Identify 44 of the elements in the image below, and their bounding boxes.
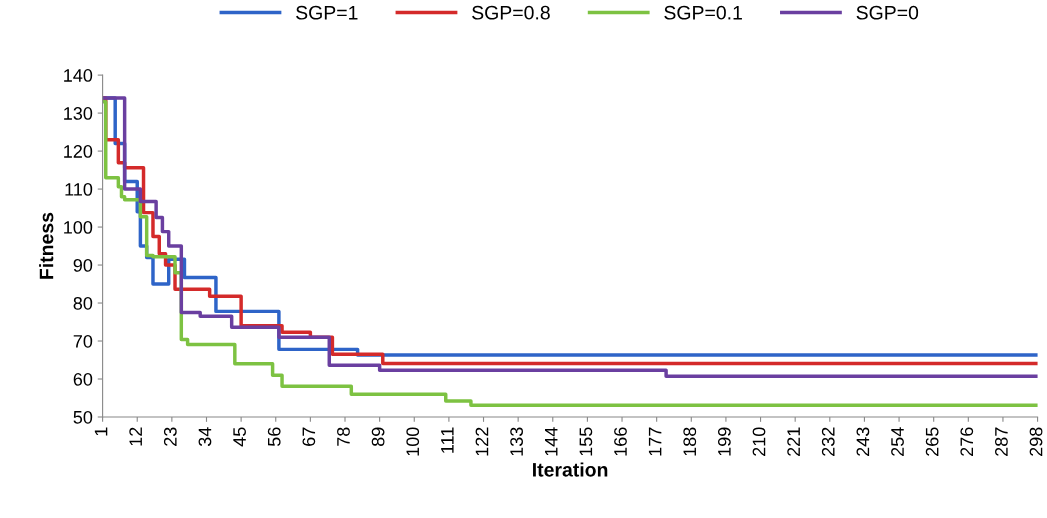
x-tick-label: 298 <box>1029 427 1043 456</box>
y-tick-label: 80 <box>73 296 93 310</box>
y-tick-label: 110 <box>65 183 93 196</box>
x-tick-label: 34 <box>198 427 212 447</box>
y-tick-label: 60 <box>73 372 93 386</box>
legend-label: SGP=1 <box>296 5 358 20</box>
y-tick-label: 70 <box>73 334 93 348</box>
x-tick-label: 166 <box>614 427 627 456</box>
x-tick-label: 67 <box>302 427 316 446</box>
legend-label: SGP=0 <box>856 5 919 20</box>
x-tick-label: 23 <box>163 427 177 446</box>
x-tick-label: 144 <box>545 427 558 456</box>
x-tick-label: 221 <box>787 427 800 456</box>
legend-label: SGP=0.8 <box>472 5 550 20</box>
x-tick-label: 12 <box>129 427 142 446</box>
x-tick-label: 45 <box>233 427 246 447</box>
y-tick-label: 100 <box>64 220 93 234</box>
x-tick-label: 56 <box>267 427 281 447</box>
x-tick-label: 254 <box>891 427 904 456</box>
x-tick-label: 122 <box>475 427 489 456</box>
y-tick-label: 120 <box>64 145 93 158</box>
x-tick-label: 1 <box>94 427 108 436</box>
x-tick-label: 265 <box>925 427 939 456</box>
x-tick-label: 287 <box>995 427 1008 456</box>
x-tick-label: 210 <box>752 427 766 456</box>
x-tick-label: 199 <box>717 427 731 456</box>
y-axis-title: Fitness <box>39 212 54 279</box>
x-tick-label: 89 <box>371 427 385 447</box>
x-axis-title: Iteration <box>533 462 608 477</box>
y-tick-label: 140 <box>64 69 93 82</box>
y-tick-label: 90 <box>73 258 93 272</box>
x-tick-label: 78 <box>337 427 350 446</box>
x-tick-label: 232 <box>821 427 835 456</box>
y-tick-label: 50 <box>73 410 93 424</box>
x-tick-label: 177 <box>648 427 662 456</box>
legend-label: SGP=0.1 <box>664 5 742 20</box>
y-tick-label: 130 <box>64 107 93 120</box>
x-tick-label: 276 <box>960 427 974 456</box>
x-tick-label: 100 <box>406 427 420 456</box>
x-tick-label: 243 <box>856 427 870 456</box>
x-tick-label: 155 <box>579 427 593 456</box>
x-tick-label: 133 <box>510 427 523 456</box>
x-tick-label: 188 <box>683 427 697 456</box>
x-tick-label: 111 <box>441 427 454 453</box>
